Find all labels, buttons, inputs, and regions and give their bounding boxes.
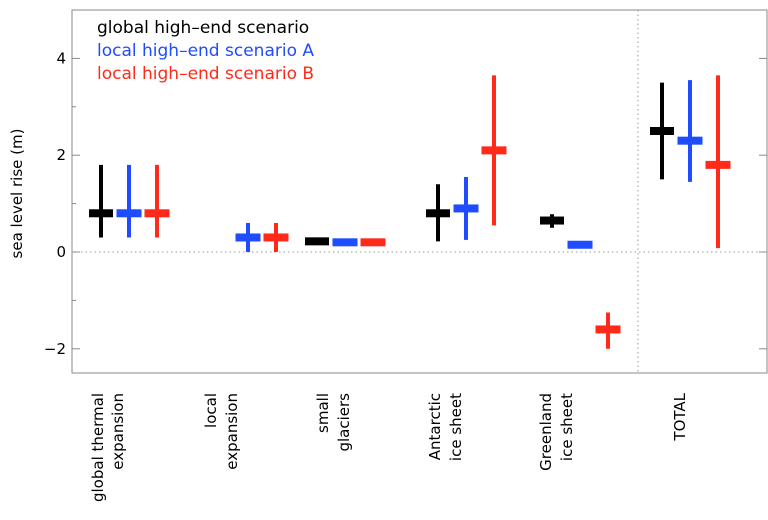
- value-marker: [705, 160, 731, 169]
- value-marker: [263, 233, 289, 242]
- data-point: [540, 214, 564, 228]
- data-point: [116, 164, 142, 238]
- category-label: ice sheet: [558, 393, 576, 461]
- value-marker: [89, 209, 113, 218]
- value-marker: [540, 216, 564, 225]
- value-marker: [332, 238, 358, 247]
- data-point: [235, 222, 261, 252]
- category-label: global thermal: [89, 393, 107, 502]
- data-point: [332, 238, 358, 247]
- data-point: [595, 312, 621, 349]
- data-point: [360, 238, 386, 247]
- value-marker: [453, 204, 479, 213]
- category-label: TOTAL: [671, 392, 689, 441]
- value-marker: [650, 127, 674, 135]
- value-marker: [116, 209, 142, 218]
- value-marker: [595, 325, 621, 334]
- legend: global high–end scenario local high–end s…: [97, 18, 314, 84]
- category-label: local: [202, 393, 220, 428]
- category-label: expansion: [223, 393, 241, 470]
- y-tick-label: 0: [56, 243, 66, 261]
- category-label: ice sheet: [447, 393, 465, 461]
- y-tick-label: 4: [56, 49, 66, 67]
- data-point: [650, 82, 674, 180]
- value-marker: [144, 209, 170, 218]
- data-point: [453, 176, 479, 240]
- data-point: [144, 164, 170, 238]
- data-point: [705, 75, 731, 249]
- category-label: glaciers: [335, 393, 353, 452]
- value-marker: [305, 237, 329, 246]
- category-label: Antarctic: [426, 393, 444, 460]
- data-point: [426, 184, 450, 242]
- legend-entry: local high–end scenario B: [97, 64, 314, 84]
- data-point: [567, 240, 593, 249]
- data-point: [481, 75, 507, 226]
- category-label: small: [314, 393, 332, 433]
- value-marker: [235, 233, 261, 242]
- data-point: [89, 164, 113, 238]
- y-axis: −2 0 2 4: [44, 49, 767, 358]
- value-marker: [481, 146, 507, 155]
- category-label: Greenland: [537, 393, 555, 471]
- value-marker: [426, 209, 450, 218]
- data-marks: [89, 75, 731, 349]
- y-tick-label: 2: [56, 146, 66, 164]
- plot-frame: [71, 9, 768, 374]
- value-marker: [677, 136, 703, 145]
- value-marker: [360, 238, 386, 247]
- category-label: expansion: [109, 393, 127, 470]
- value-marker: [567, 240, 593, 249]
- legend-entry: local high–end scenario A: [97, 41, 314, 61]
- y-axis-label: sea level rise (m): [8, 129, 26, 259]
- data-point: [263, 222, 289, 252]
- legend-entry: global high–end scenario: [97, 18, 309, 38]
- data-point: [677, 80, 703, 182]
- category-labels: global thermal expansion local expansion sma…: [89, 392, 689, 502]
- y-tick-label: −2: [44, 340, 66, 358]
- data-point: [305, 237, 329, 246]
